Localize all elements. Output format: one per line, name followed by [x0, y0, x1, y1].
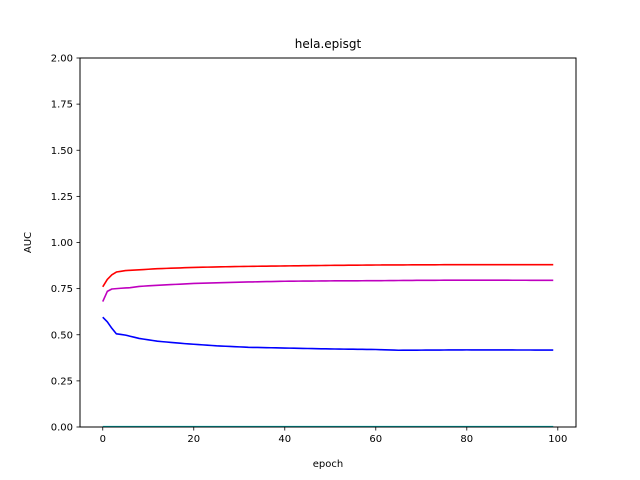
- y-tick-label: 0.75: [51, 284, 73, 295]
- plot-frame: [79, 57, 577, 428]
- x-tick-label: 40: [278, 434, 291, 445]
- y-tick-label: 1.25: [51, 192, 73, 203]
- series-layer: [102, 263, 554, 428]
- x-tick-label: 80: [460, 434, 473, 445]
- x-tick-label: 100: [548, 434, 567, 445]
- series-line-3: [102, 316, 554, 352]
- y-axis-label: AUC: [23, 232, 34, 253]
- x-tick-label: 20: [187, 434, 200, 445]
- y-tick-label: 0.00: [51, 423, 73, 434]
- x-tick-label: 0: [100, 434, 106, 445]
- y-tick-label: 0.25: [51, 376, 73, 387]
- x-tick-label: 60: [369, 434, 382, 445]
- y-tick-label: 2.00: [51, 54, 73, 65]
- y-axis: 0.00 0.25 0.50 0.75 1.00 1.25 1.50 1.75 2.00: [51, 54, 80, 434]
- chart-title: hela.episgt: [295, 37, 362, 51]
- y-tick-label: 1.00: [51, 238, 73, 249]
- y-tick-label: 0.50: [51, 330, 73, 341]
- y-tick-label: 1.50: [51, 146, 73, 157]
- x-axis-label: epoch: [313, 459, 343, 470]
- series-line-1: [102, 263, 554, 288]
- y-tick-label: 1.75: [51, 100, 73, 111]
- series-line-2: [102, 279, 554, 302]
- x-axis: 0 20 40 60 80 100: [100, 427, 567, 445]
